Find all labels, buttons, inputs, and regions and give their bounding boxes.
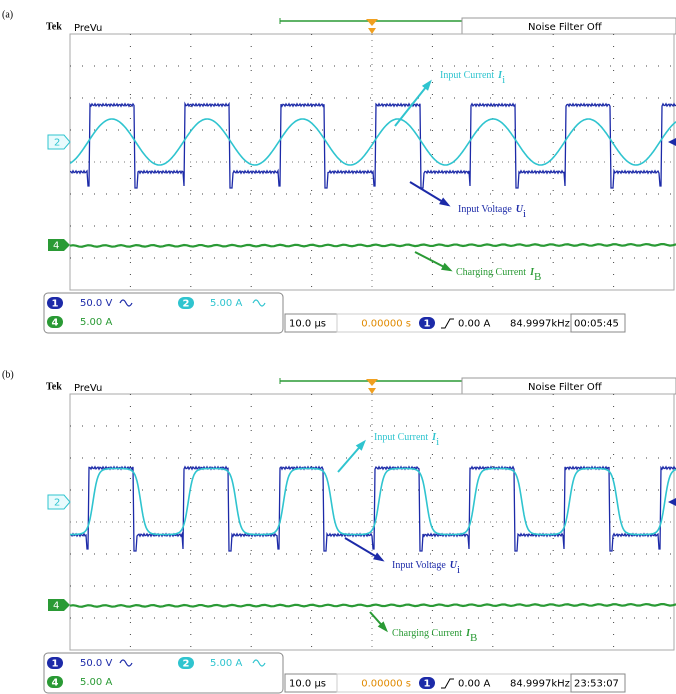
- noise-filter: Noise Filter Off: [528, 22, 603, 33]
- ch4-scale: 5.00 A: [80, 677, 112, 688]
- annotation-subscript: i: [502, 74, 505, 86]
- annotation-subscript: i: [436, 436, 439, 448]
- annotation-subscript: i: [523, 208, 526, 220]
- annotation-text: Input Current: [440, 70, 494, 81]
- channel-number: 2: [183, 659, 190, 670]
- position: 0.00000 s: [361, 679, 411, 690]
- frequency: 84.9997kHz: [510, 319, 570, 330]
- noise-filter: Noise Filter Off: [528, 382, 603, 393]
- ch2-scale: 5.00 A: [210, 298, 242, 309]
- brand: Tek: [46, 381, 62, 392]
- clock: 23:53:07: [574, 679, 619, 690]
- trigger-marker: [366, 379, 378, 386]
- trigger-marker-t: [368, 28, 376, 34]
- ch2-marker-label: 2: [54, 138, 60, 149]
- panel-label: (b): [2, 369, 14, 380]
- brand: Tek: [46, 21, 62, 32]
- annotation-text: Charging Current: [392, 628, 462, 639]
- annotation-text: Charging Current: [456, 267, 526, 278]
- figure: (a) Tek PreVu Noise Filter Off 2 4 Input Curre…: [0, 0, 676, 694]
- channel-number: 1: [52, 659, 59, 670]
- channel-number: 4: [52, 678, 59, 689]
- trigger-level: 0.00 A: [458, 319, 490, 330]
- channel-number: 1: [424, 319, 431, 330]
- ch2-marker-label: 2: [54, 498, 60, 509]
- channel-number: 4: [52, 318, 59, 329]
- timebase: 10.0 µs: [289, 319, 326, 330]
- ch1-scale: 50.0 V: [80, 658, 112, 669]
- annotation-subscript: i: [457, 564, 460, 576]
- annotation-subscript: B: [534, 271, 541, 283]
- clock: 00:05:45: [574, 319, 619, 330]
- ch4-scale: 5.00 A: [80, 317, 112, 328]
- ch4-marker-label: 4: [53, 241, 59, 252]
- ch4-marker-label: 4: [53, 601, 59, 612]
- channel-number: 2: [183, 299, 190, 310]
- mode: PreVu: [74, 23, 102, 34]
- position: 0.00000 s: [361, 319, 411, 330]
- timebase: 10.0 µs: [289, 679, 326, 690]
- panel-label: (a): [2, 9, 13, 20]
- trigger-level: 0.00 A: [458, 679, 490, 690]
- mode: PreVu: [74, 383, 102, 394]
- trigger-marker-t: [368, 388, 376, 394]
- ch1-scale: 50.0 V: [80, 298, 112, 309]
- channel-number: 1: [424, 679, 431, 690]
- trigger-marker: [366, 19, 378, 26]
- scope-panel: (a) Tek PreVu Noise Filter Off 2 4 Input Curre…: [2, 9, 676, 333]
- annotation-text: Input Voltage: [458, 204, 512, 215]
- channel-number: 1: [52, 299, 59, 310]
- annotation-subscript: B: [470, 632, 477, 644]
- annotation-text: Input Voltage: [392, 560, 446, 571]
- annotation-text: Input Current: [374, 432, 428, 443]
- frequency: 84.9997kHz: [510, 679, 570, 690]
- scope-panel: (b) Tek PreVu Noise Filter Off 2 4 Input Curre…: [2, 369, 676, 693]
- ch2-scale: 5.00 A: [210, 658, 242, 669]
